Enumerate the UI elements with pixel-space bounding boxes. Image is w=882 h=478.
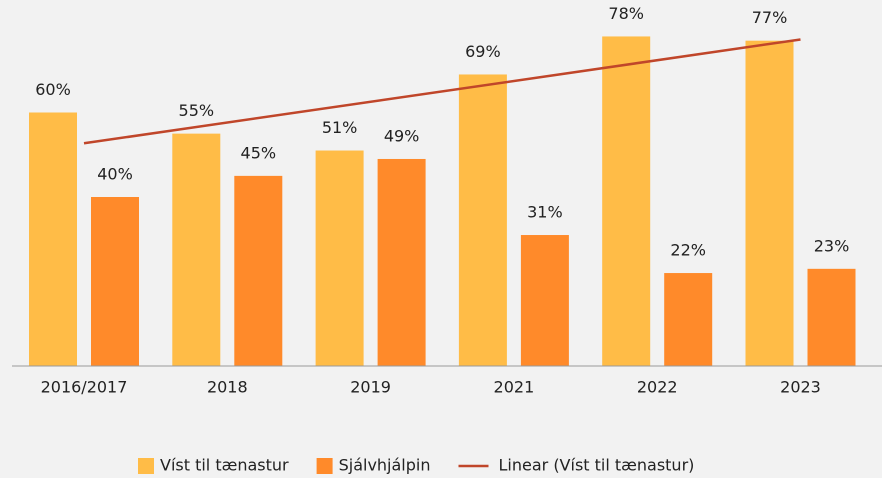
value-label: 45%	[241, 143, 277, 162]
x-tick-label: 2018	[207, 378, 248, 397]
bar	[172, 133, 221, 366]
value-label: 23%	[814, 236, 850, 255]
value-label: 40%	[97, 165, 133, 184]
x-tick-label: 2023	[780, 378, 821, 397]
legend-label: Linear (Víst til tænastur)	[499, 456, 695, 475]
legend-swatch	[316, 458, 333, 474]
bar	[664, 273, 713, 366]
bar	[520, 235, 569, 366]
legend-label: Víst til tænastur	[160, 456, 289, 475]
trendline	[83, 38, 801, 145]
x-tick-label: 2022	[637, 378, 678, 397]
value-label: 55%	[179, 101, 215, 120]
bar	[745, 40, 794, 367]
bar	[602, 36, 651, 366]
bar	[91, 197, 139, 366]
value-label: 31%	[527, 203, 563, 222]
x-tick-label: 2021	[494, 378, 535, 397]
bar	[458, 74, 507, 366]
value-label: 77%	[752, 8, 788, 27]
x-tick-label: 2019	[350, 378, 391, 397]
value-label: 60%	[35, 80, 71, 99]
legend-swatch	[138, 458, 154, 474]
legend-label: Sjálvhjálpin	[339, 456, 431, 475]
bar	[234, 175, 283, 366]
x-tick-label: 2016/2017	[41, 378, 128, 397]
value-label: 49%	[384, 126, 420, 145]
value-label: 78%	[608, 4, 644, 23]
value-label: 22%	[670, 241, 706, 260]
value-label: 51%	[322, 118, 358, 137]
bar	[29, 112, 77, 366]
bar	[807, 268, 856, 366]
value-label: 69%	[465, 42, 501, 61]
bar	[377, 158, 426, 366]
bar	[315, 150, 364, 366]
